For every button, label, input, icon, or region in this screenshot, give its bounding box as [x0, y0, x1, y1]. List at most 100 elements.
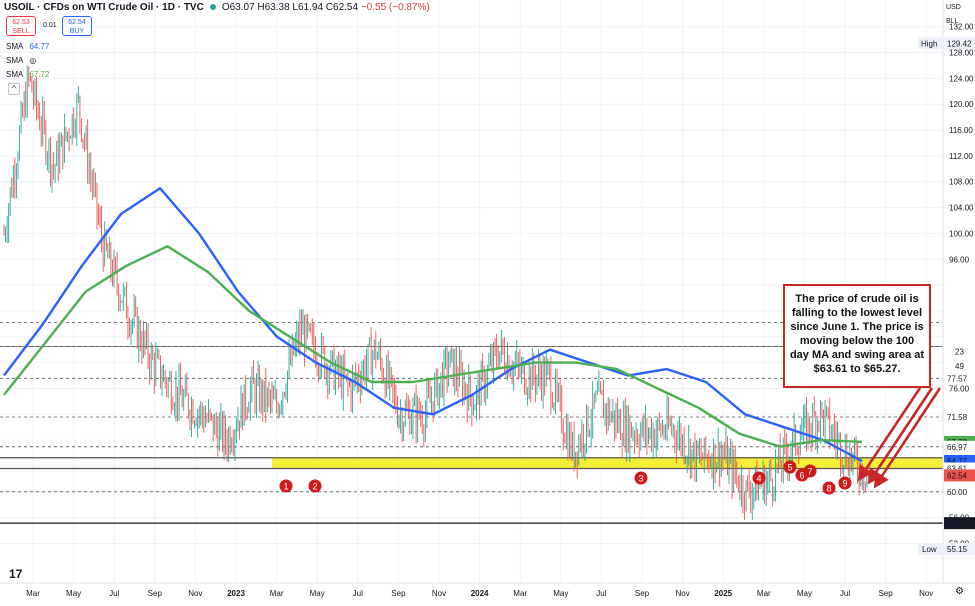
x-tick-label: Mar	[513, 589, 527, 598]
swing-marker	[752, 471, 766, 485]
sma-200-line	[3, 245, 863, 448]
buy-label: BUY	[69, 28, 85, 35]
high-value: 129.42	[947, 39, 972, 48]
swing-marker	[308, 479, 322, 493]
x-tick-label: Mar	[26, 589, 40, 598]
swing-marker-label: 4	[756, 474, 761, 484]
spread-value: 0.01	[43, 22, 57, 29]
swing-zone	[272, 457, 943, 469]
x-tick-label: 2023	[227, 589, 245, 598]
indicator-name: SMA	[6, 42, 24, 51]
buy-price: 62.54	[68, 19, 86, 26]
price-label-bg	[944, 440, 975, 453]
y-tick-label: 128.00	[949, 49, 974, 58]
price-label: 60.00	[947, 488, 968, 497]
x-tick-label: Mar	[270, 589, 284, 598]
annotation-text-box: The price of crude oil is falling to the…	[783, 284, 931, 388]
price-label: 63.61	[947, 464, 968, 473]
low-value: 55.15	[947, 545, 968, 554]
y-tick-label: 108.00	[949, 178, 974, 187]
x-tick-label: 2025	[714, 589, 732, 598]
x-tick-label: Jul	[596, 589, 606, 598]
symbol-title[interactable]: USOIL · CFDs on WTI Crude Oil · 1D · TVC	[4, 2, 204, 13]
swing-marker-label: 3	[638, 474, 643, 484]
swing-marker	[822, 481, 836, 495]
price-axis[interactable]: 132.00 128.00 124.00 120.00 116.00 112.00 108.…	[918, 0, 975, 606]
currency-label[interactable]: USD	[946, 4, 961, 11]
buy-button[interactable]: 62.54 BUY	[62, 16, 92, 36]
price-label-bg	[944, 372, 975, 385]
high-label: High	[921, 39, 937, 48]
high-badge-bg	[918, 37, 975, 50]
indicator-value: 64.77	[29, 42, 50, 51]
price-label: 55.15	[947, 519, 968, 528]
swing-marker	[803, 464, 817, 478]
price-bars	[3, 65, 871, 520]
indicator-name: SMA	[6, 56, 24, 65]
y-tick-label: 120.00	[949, 100, 974, 109]
collapse-indicators-button[interactable]: ^	[8, 83, 20, 95]
indicator-name: SMA	[6, 70, 24, 79]
partial-price-label: 49	[955, 362, 964, 371]
x-tick-label: May	[797, 589, 812, 598]
y-tick-label: 76.00	[949, 384, 970, 393]
annotation-arrow	[857, 387, 922, 482]
y-tick-label: 100.00	[949, 229, 974, 238]
low-label: Low	[922, 545, 937, 554]
price-label: 66.97	[947, 443, 968, 452]
swing-markers: 1 2 3 4 56 7 8 9	[279, 460, 852, 495]
swing-marker-label: 1	[283, 482, 288, 492]
x-tick-label: May	[66, 589, 81, 598]
time-axis[interactable]: Mar May Jul Sep Nov 2023 Mar May Jul Sep Nov 2024 Ma…	[0, 582, 975, 598]
x-tick-label: Sep	[148, 589, 163, 598]
price-label-bg	[944, 485, 975, 498]
annotation-arrows	[857, 387, 942, 489]
y-tick-label: 132.00	[949, 23, 974, 32]
x-tick-label: Sep	[635, 589, 650, 598]
partial-price-label: 23	[955, 347, 964, 356]
indicator-sma-2[interactable]: SMA ◎	[6, 56, 36, 65]
indicator-value: 67.72	[29, 70, 50, 79]
x-tick-label: Mar	[757, 589, 771, 598]
sma-100-line	[3, 187, 863, 463]
indicator-sma-3[interactable]: SMA 67.72	[6, 70, 49, 79]
eye-hidden-icon[interactable]: ◎	[29, 56, 37, 65]
x-tick-label: Sep	[878, 589, 893, 598]
x-tick-label: Jul	[109, 589, 119, 598]
x-tick-label: Jul	[353, 589, 363, 598]
sell-price: 62.53	[12, 19, 30, 26]
tradingview-logo[interactable]: 17	[9, 567, 23, 581]
swing-zone-layer	[272, 457, 943, 469]
sell-label: SELL	[12, 28, 30, 35]
swing-marker-label: 8	[826, 484, 831, 494]
x-tick-label: May	[553, 589, 568, 598]
sell-button[interactable]: 62.53 SELL	[6, 16, 36, 36]
price-change: −0.55 (−0.87%)	[360, 2, 430, 13]
low-badge-bg	[918, 543, 975, 555]
moving-averages	[3, 187, 863, 463]
indicator-sma-1[interactable]: SMA 64.77	[6, 42, 49, 51]
annotation-arrow	[867, 387, 934, 485]
swing-marker-label: 7	[807, 467, 812, 477]
y-tick-label: 124.00	[949, 74, 974, 83]
ohlc-values: O63.07 H63.38 L61.94 C62.54	[221, 2, 359, 13]
x-tick-label: Nov	[919, 589, 933, 598]
x-tick-label: Jul	[840, 589, 850, 598]
price-label: 64.77	[947, 457, 968, 466]
swing-marker	[838, 476, 852, 490]
price-label: 71.58	[947, 413, 968, 422]
swing-marker-label: 5	[787, 463, 792, 473]
price-label: 77.57	[947, 374, 968, 383]
x-tick-label: May	[310, 589, 325, 598]
horizontal-levels	[0, 321, 943, 524]
annotation-arrow	[873, 387, 942, 489]
price-label-bg	[944, 517, 975, 530]
y-tick-label: 116.00	[949, 126, 973, 135]
x-tick-label: Nov	[675, 589, 689, 598]
y-tick-label: 104.00	[949, 204, 974, 213]
settings-gear-icon[interactable]: ⚙	[955, 586, 964, 597]
x-tick-label: Sep	[391, 589, 406, 598]
price-label: 62.54	[947, 471, 968, 480]
swing-marker-label: 6	[799, 471, 804, 481]
